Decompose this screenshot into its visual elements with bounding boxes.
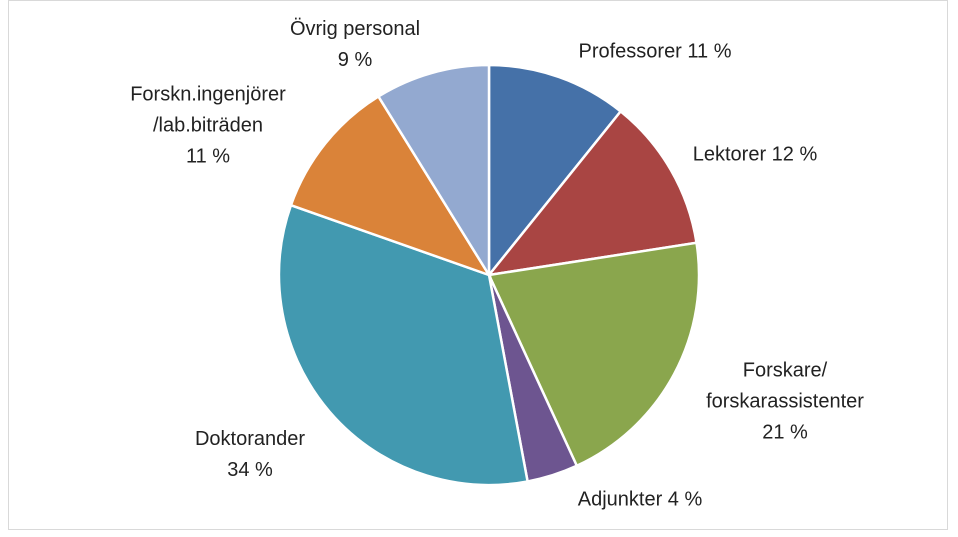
- slice-label: Adjunkter 4 %: [578, 485, 703, 516]
- pie-slice: [376, 63, 491, 280]
- value-label: 21 %: [762, 421, 808, 444]
- pie-slice: [277, 203, 530, 487]
- chart-frame: [8, 0, 948, 530]
- slice-label: Forskn.ingenjörer /lab.biträden 11 %: [130, 80, 286, 173]
- slice-label: Doktorander 34 %: [195, 424, 305, 486]
- slice-label: Lektorer 12 %: [693, 140, 818, 171]
- slice-label: Professorer 11 %: [578, 37, 731, 68]
- slice-label: Forskare/ forskarassistenter 21 %: [706, 356, 864, 449]
- category-name: Adjunkter: [577, 488, 663, 511]
- category-name: Doktorander: [194, 428, 306, 450]
- category-name: Forskn.ingenjörer /lab.biträden: [130, 83, 286, 137]
- category-name: Professorer: [578, 40, 682, 63]
- pie-slice: [486, 109, 698, 277]
- value-label: 4 %: [667, 488, 703, 511]
- value-label: 12 %: [771, 143, 818, 166]
- category-name: Övrig personal: [289, 18, 421, 40]
- pie-slice: [289, 94, 492, 278]
- slice-label: Övrig personal 9 %: [290, 14, 420, 76]
- pie-slice: [487, 63, 623, 279]
- value-label: 9 %: [337, 49, 373, 71]
- category-name: Lektorer: [692, 143, 767, 166]
- pie-slice: [487, 241, 701, 468]
- value-label: 34 %: [227, 459, 273, 481]
- value-label: 11 %: [687, 40, 732, 63]
- value-label: 11 %: [185, 145, 231, 168]
- category-name: Forskare/ forskarassistenter: [706, 359, 864, 413]
